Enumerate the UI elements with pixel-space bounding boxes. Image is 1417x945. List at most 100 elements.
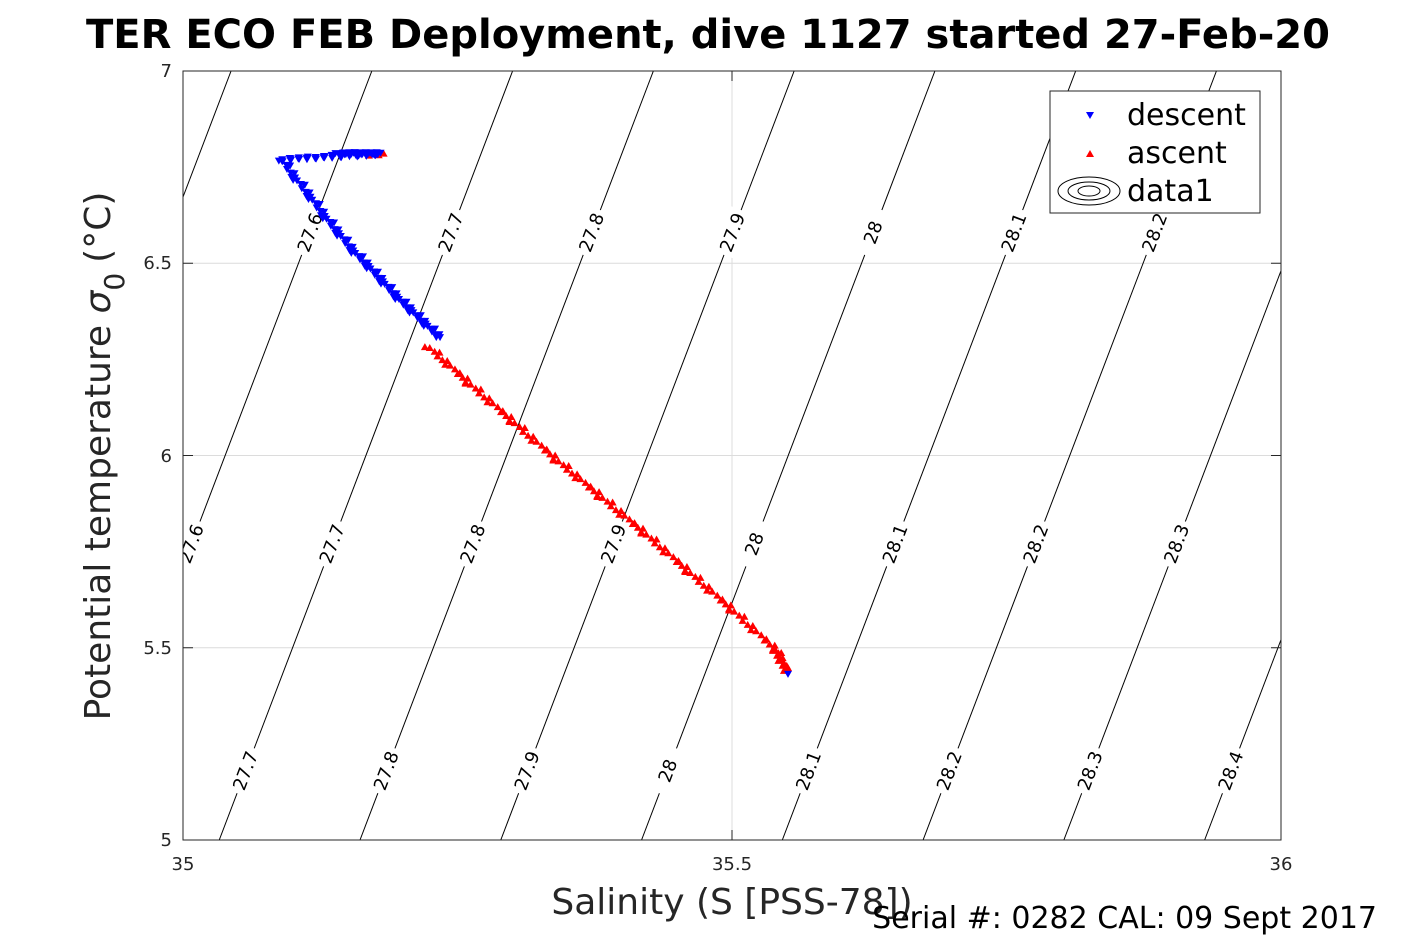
ascent-point — [475, 389, 484, 397]
ascent-point — [446, 361, 455, 369]
ascent-point — [757, 631, 766, 639]
ascent-point — [606, 502, 615, 510]
contour-label-bg — [993, 205, 1035, 260]
descent-point — [311, 155, 320, 163]
descent-point — [355, 256, 364, 264]
ascent-point — [691, 572, 700, 580]
contour-label-bg — [430, 205, 472, 260]
ascent-point — [527, 436, 536, 444]
ascent-point — [611, 506, 620, 514]
ascent-point — [568, 469, 577, 477]
ascent-point — [483, 398, 492, 406]
contour-label-bg — [874, 516, 916, 571]
ascent-point — [721, 600, 730, 608]
descent-point — [345, 151, 354, 159]
descent-point — [319, 154, 328, 162]
x-tick-label: 36 — [1270, 854, 1293, 875]
ascent-point — [562, 465, 571, 473]
descent-point — [427, 328, 436, 336]
ascent-point — [524, 431, 533, 439]
contour-label-bg — [852, 205, 894, 260]
legend-box — [1049, 90, 1261, 214]
ascent-point — [581, 478, 590, 486]
descent-point — [305, 189, 314, 197]
ascent-point — [515, 422, 524, 430]
isopycnal — [500, 71, 795, 840]
descent-point — [320, 208, 329, 216]
descent-point — [361, 151, 370, 159]
y-axis-label-unit: (°C) — [78, 192, 119, 263]
contour-label-bg — [183, 516, 213, 571]
contour-label-bg — [928, 743, 971, 798]
descent-point — [413, 315, 422, 323]
ascent-point — [554, 457, 563, 465]
ascent-point — [659, 548, 668, 556]
contour-label-bg — [365, 743, 408, 798]
y-axis-label: Potential temperature σ0 (°C) — [78, 192, 131, 721]
ascent-point — [510, 419, 519, 427]
isopycnal — [218, 71, 514, 840]
descent-point — [353, 153, 362, 161]
contour-label-bg — [1015, 516, 1057, 571]
ascent-point — [765, 640, 774, 648]
descent-point — [294, 155, 303, 163]
legend: descent ascent data1 — [1049, 90, 1261, 214]
ascent-point — [642, 530, 651, 538]
isopycnal — [781, 71, 1077, 840]
ascent-point — [615, 510, 624, 518]
ascent-point — [518, 427, 527, 435]
ascent-point — [784, 664, 793, 672]
y-axis-label-sigma: σ — [78, 290, 119, 314]
ascent-point — [471, 384, 480, 392]
isopycnal — [641, 71, 936, 840]
descent-point — [315, 200, 324, 208]
descent-point — [300, 181, 309, 189]
x-tick-label: 35.5 — [712, 854, 752, 875]
ascent-point — [746, 626, 755, 634]
ascent-point — [681, 568, 690, 576]
contour-label-bg — [1134, 205, 1176, 260]
descent-point — [328, 154, 337, 162]
ascent-point — [743, 620, 752, 628]
descent-point — [366, 265, 375, 273]
contour-label-bg — [647, 743, 689, 798]
isopycnal — [1345, 71, 1417, 840]
y-tick-label: 5 — [161, 830, 172, 851]
ascent-point — [735, 611, 744, 619]
contour-label-bg — [733, 516, 776, 571]
ascent-point — [461, 379, 470, 387]
ascent-point — [677, 561, 686, 569]
ascent-point — [571, 474, 580, 482]
descent-point — [278, 158, 287, 166]
descent-point — [380, 280, 389, 288]
ascent-point — [730, 607, 739, 615]
descent-point — [351, 250, 360, 258]
ascent-point — [650, 539, 659, 547]
contour-label-bg — [506, 743, 548, 798]
legend-ascent-marker — [1086, 150, 1094, 157]
ascent-point — [708, 587, 717, 595]
legend-descent-marker — [1086, 112, 1094, 119]
y-tick-labels: 5 5.5 6 6.5 7 — [143, 61, 172, 851]
ascent-point — [502, 411, 511, 419]
data-markers — [274, 149, 793, 678]
ascent-point — [699, 581, 708, 589]
ascent-point — [453, 370, 462, 378]
legend-data1-label: data1 — [1127, 174, 1214, 209]
y-tick-label: 5.5 — [143, 638, 172, 659]
contour-label-bg — [1069, 743, 1111, 798]
contour-label-bg — [452, 516, 494, 571]
y-tick-label: 6 — [161, 446, 172, 467]
y-axis-label-sub: 0 — [98, 273, 131, 291]
legend-descent-label: descent — [1127, 98, 1246, 133]
ascent-point — [438, 356, 447, 364]
legend-contour-icon — [1057, 176, 1121, 206]
ascent-point — [664, 549, 673, 557]
ascent-point — [466, 380, 475, 388]
ascent-point — [738, 616, 747, 624]
chart-title: TER ECO FEB Deployment, dive 1127 starte… — [86, 12, 1330, 58]
contour-label-bg — [224, 743, 267, 798]
footer-serial-cal: Serial #: 0282 CAL: 09 Sept 2017 — [872, 901, 1377, 936]
ascent-point — [584, 483, 593, 491]
